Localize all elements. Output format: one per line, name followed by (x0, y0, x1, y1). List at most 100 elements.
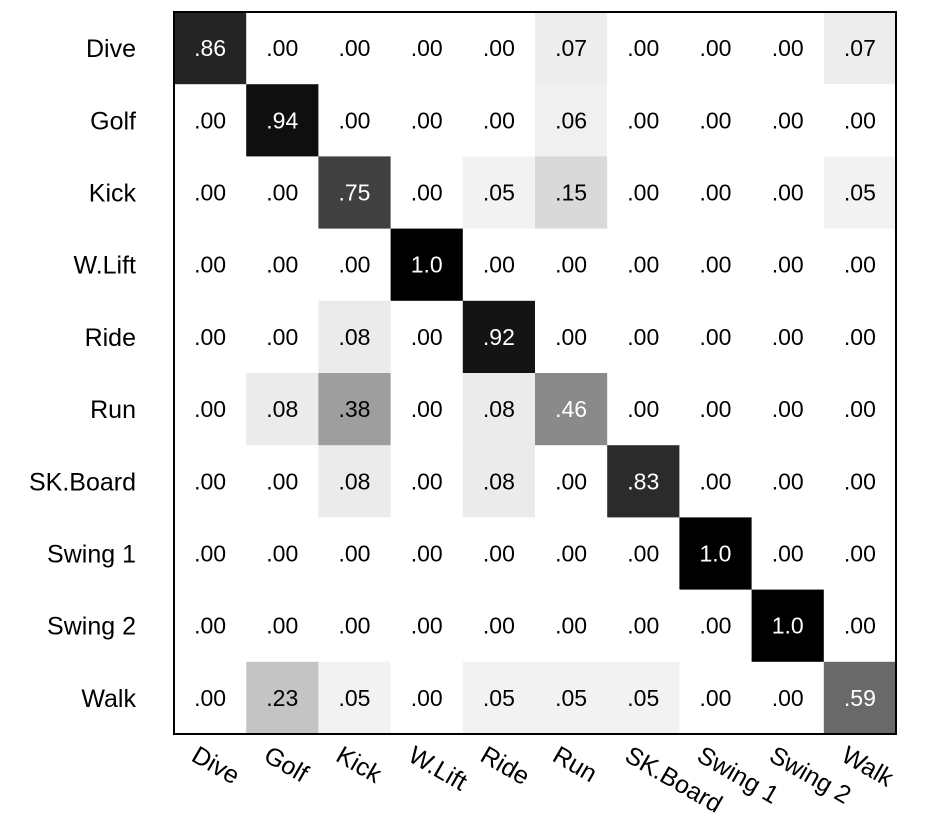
heatmap-cell (462, 12, 536, 85)
heatmap-cell (462, 228, 536, 302)
heatmap-cell-value: .00 (844, 324, 876, 350)
heatmap-cell-value: .00 (700, 396, 732, 422)
heatmap-cell (174, 228, 247, 302)
heatmap-cell-value: .00 (555, 324, 587, 350)
heatmap-cell (318, 12, 392, 85)
heatmap-cell (246, 156, 319, 230)
heatmap-cell-value: .00 (194, 468, 226, 494)
heatmap-cell (751, 661, 825, 735)
heatmap-cell-value: .00 (772, 541, 804, 567)
heatmap-cell (174, 661, 247, 735)
heatmap-cells (174, 12, 897, 735)
heatmap-cell (246, 661, 319, 735)
heatmap-cell-value: .00 (772, 180, 804, 206)
heatmap-cell (751, 12, 825, 85)
heatmap-cell-value: .00 (772, 35, 804, 61)
row-axis-labels: Dive Golf Kick W.Lift Ride Run SK.Board Swing 1… (29, 35, 137, 713)
heatmap-value-labels: .86 .00 .00 .00 .00 .07 .00 .00 .00 .07 .00 .94 .00.… (194, 35, 876, 711)
heatmap-cell (607, 373, 680, 446)
heatmap-cell (246, 373, 319, 446)
heatmap-cell-value: .00 (339, 541, 371, 567)
heatmap-cell-value: .08 (339, 324, 371, 350)
heatmap-cell-value: .00 (194, 180, 226, 206)
heatmap-cell-value: .94 (266, 107, 298, 133)
row-label: Swing 2 (47, 613, 136, 641)
heatmap-cell (751, 589, 825, 663)
heatmap-cell (607, 661, 680, 735)
heatmap-cell (607, 300, 680, 374)
heatmap-cell (679, 373, 753, 446)
column-label: Dive (187, 741, 244, 790)
heatmap-cell-value: 1.0 (772, 613, 804, 639)
heatmap-cell (246, 84, 319, 157)
heatmap-cell-value: .00 (411, 107, 443, 133)
heatmap-cell-value: .59 (844, 685, 876, 711)
heatmap-cell (174, 589, 247, 663)
heatmap-cell (390, 517, 464, 591)
heatmap-cell-value: .00 (555, 468, 587, 494)
heatmap-cell (246, 300, 319, 374)
heatmap-cell (318, 445, 392, 518)
heatmap-cell-value: .00 (844, 107, 876, 133)
heatmap-cell (607, 84, 680, 157)
row-label: Golf (90, 107, 136, 135)
heatmap-cell-value: .00 (627, 35, 659, 61)
heatmap-cell-value: .05 (555, 685, 587, 711)
row-label: Kick (89, 180, 137, 208)
heatmap-cell (751, 373, 825, 446)
heatmap-cell-value: .00 (627, 613, 659, 639)
heatmap-cell-value: .07 (555, 35, 587, 61)
heatmap-cell-value: .00 (194, 613, 226, 639)
heatmap-cell (679, 300, 753, 374)
heatmap-cell-value: .00 (483, 541, 515, 567)
heatmap-cell-value: .05 (339, 685, 371, 711)
heatmap-cell-value: .00 (411, 35, 443, 61)
heatmap-cell (535, 661, 608, 735)
heatmap-cell (174, 373, 247, 446)
heatmap-cell-value: .00 (627, 324, 659, 350)
heatmap-cell-value: .00 (772, 685, 804, 711)
heatmap-cell-value: .00 (772, 468, 804, 494)
heatmap-cell-value: .00 (844, 613, 876, 639)
heatmap-cell-value: .08 (266, 396, 298, 422)
row-label: Ride (85, 324, 136, 352)
heatmap-cell-value: .38 (339, 396, 371, 422)
heatmap-cell-value: .00 (700, 107, 732, 133)
heatmap-cell-value: .00 (627, 396, 659, 422)
row-label: SK.Board (29, 468, 136, 496)
heatmap-cell (607, 445, 680, 518)
heatmap-cell-value: .92 (483, 324, 515, 350)
heatmap-cell-value: .00 (339, 613, 371, 639)
heatmap-cell (751, 445, 825, 518)
heatmap-cell (462, 300, 536, 374)
row-label: Swing 1 (47, 541, 136, 569)
heatmap-cell (823, 517, 897, 591)
heatmap-cell (462, 156, 536, 230)
column-label: Kick (331, 741, 386, 789)
heatmap-cell-value: .05 (483, 180, 515, 206)
heatmap-cell-value: .00 (772, 396, 804, 422)
heatmap-cell-value: .00 (627, 541, 659, 567)
column-label: Golf (259, 741, 313, 788)
heatmap-cell-value: .00 (700, 35, 732, 61)
heatmap-cell (535, 12, 608, 85)
heatmap-cell (823, 156, 897, 230)
heatmap-cell-value: .00 (627, 252, 659, 278)
heatmap-cell (318, 228, 392, 302)
heatmap-cell-value: .00 (411, 541, 443, 567)
heatmap-cell-value: .00 (700, 324, 732, 350)
heatmap-cell (679, 445, 753, 518)
heatmap-cell-value: .00 (411, 396, 443, 422)
heatmap-cell (679, 517, 753, 591)
heatmap-cell-value: .00 (555, 613, 587, 639)
heatmap-cell-value: .00 (411, 324, 443, 350)
heatmap-cell (823, 373, 897, 446)
heatmap-cell-value: .00 (411, 685, 443, 711)
row-label: W.Lift (73, 252, 136, 280)
heatmap-cell-value: .07 (844, 35, 876, 61)
heatmap-cell-value: .00 (411, 468, 443, 494)
heatmap-cell (390, 589, 464, 663)
heatmap-cell (174, 517, 247, 591)
heatmap-cell-value: .00 (194, 541, 226, 567)
